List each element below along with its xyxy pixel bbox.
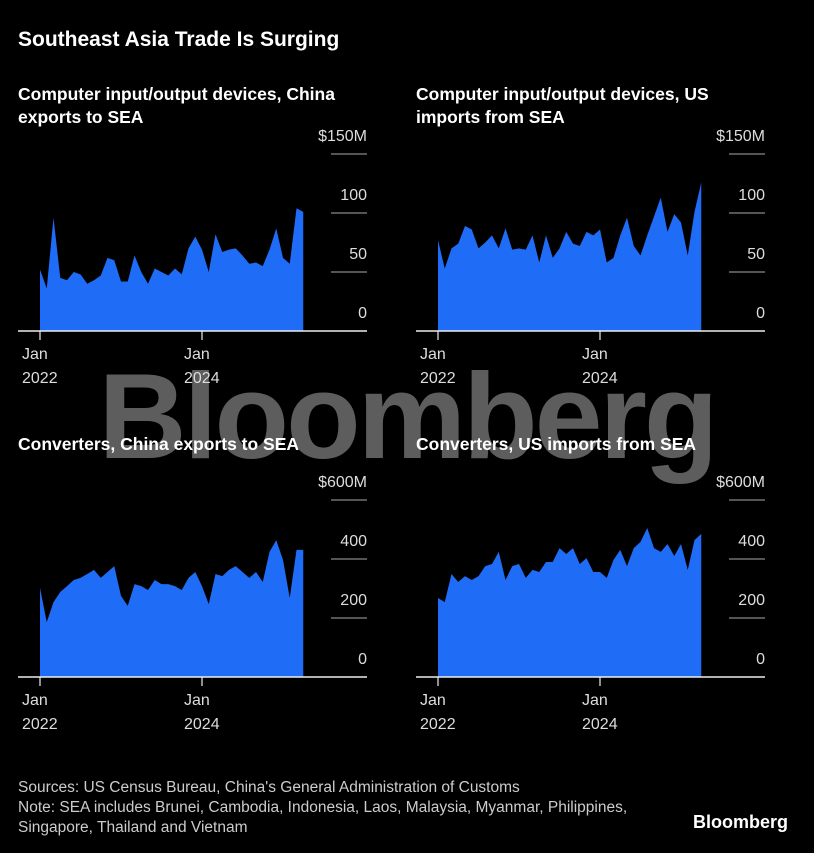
y-tick-label: 0	[358, 305, 367, 322]
x-tick-label: Jan 2022	[22, 692, 58, 733]
y-tick-label: 0	[756, 651, 765, 668]
x-tick-label: Jan 2024	[582, 346, 618, 387]
area	[438, 528, 702, 677]
source: Sources: US Census Bureau, China's Gener…	[18, 779, 520, 796]
y-tick-label: $150M	[716, 128, 765, 145]
y-tick-label: $600M	[716, 474, 765, 491]
y-tick-label: $150M	[318, 128, 367, 145]
note: Note: SEA includes Brunei, Cambodia, Ind…	[18, 799, 628, 836]
watermark: Bloomberg	[99, 348, 716, 484]
area	[438, 182, 702, 331]
x-tick-label: Jan 2022	[22, 346, 58, 387]
y-tick-label: 400	[340, 533, 367, 550]
y-tick-label: 0	[358, 651, 367, 668]
panel-title: Converters, China exports to SEA	[18, 434, 300, 454]
area	[40, 208, 304, 331]
y-tick-label: 0	[756, 305, 765, 322]
x-tick-label: Jan 2022	[420, 692, 456, 733]
main-title: Southeast Asia Trade Is Surging	[18, 28, 340, 51]
y-tick-label: 400	[738, 533, 765, 550]
brand-logo: Bloomberg	[692, 812, 788, 832]
y-tick-label: 100	[738, 187, 765, 204]
y-tick-label: $600M	[318, 474, 367, 491]
y-tick-label: 50	[349, 246, 367, 263]
x-tick-label: Jan 2024	[184, 346, 220, 387]
x-tick-label: Jan 2024	[184, 692, 220, 733]
x-tick-label: Jan 2022	[420, 346, 456, 387]
x-tick-label: Jan 2024	[582, 692, 618, 733]
y-tick-label: 200	[738, 592, 765, 609]
y-tick-label: 100	[340, 187, 367, 204]
panel-title: Computer input/output devices, China exp…	[18, 84, 335, 127]
panel-title: Converters, US imports from SEA	[416, 434, 697, 454]
y-tick-label: 50	[747, 246, 765, 263]
area	[40, 540, 304, 677]
panel-title: Computer input/output devices, US import…	[416, 84, 709, 127]
y-tick-label: 200	[340, 592, 367, 609]
